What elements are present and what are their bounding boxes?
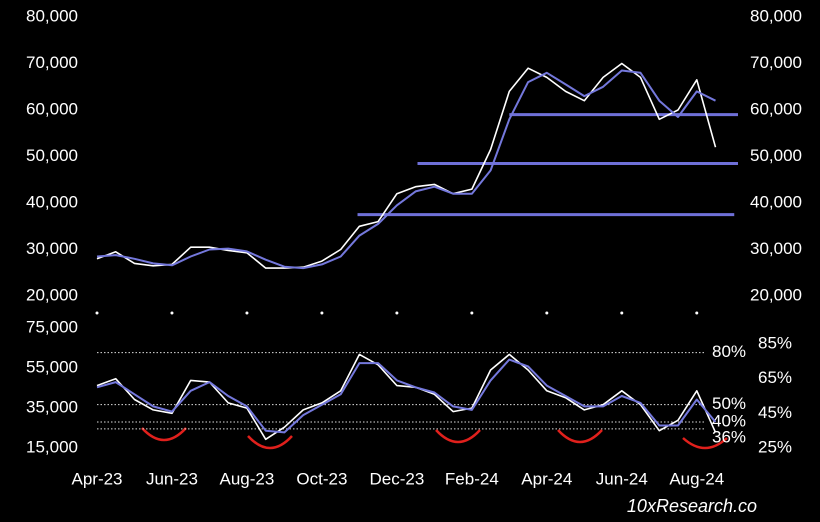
x-tick-mark bbox=[470, 311, 474, 315]
x-tick-label: Apr-24 bbox=[521, 469, 572, 488]
y-tick-label-right: 70,000 bbox=[750, 53, 802, 72]
x-tick-label: Dec-23 bbox=[369, 469, 424, 488]
arc bbox=[141, 427, 187, 442]
x-tick-label: Oct-23 bbox=[296, 469, 347, 488]
series-line bbox=[96, 358, 717, 434]
series-line bbox=[96, 69, 716, 270]
x-tick-mark bbox=[95, 311, 99, 315]
reference-label: 80% bbox=[712, 342, 746, 361]
y-tick-label: 40,000 bbox=[26, 192, 78, 211]
y-tick-label-right: 50,000 bbox=[750, 146, 802, 165]
x-tick-label: Aug-23 bbox=[220, 469, 275, 488]
x-tick-label: Feb-24 bbox=[445, 469, 499, 488]
x-tick-label: Jun-24 bbox=[596, 469, 648, 488]
y-tick-label: 75,000 bbox=[26, 317, 78, 336]
y2-tick-label: 65% bbox=[758, 368, 792, 387]
y-tick-label-right: 20,000 bbox=[750, 285, 802, 304]
y-tick-label: 30,000 bbox=[26, 239, 78, 258]
y-tick-label: 15,000 bbox=[26, 437, 78, 456]
y-tick-label: 55,000 bbox=[26, 357, 78, 376]
reference-label: 40% bbox=[712, 411, 746, 430]
y2-tick-label: 25% bbox=[758, 437, 792, 456]
y2-tick-label: 85% bbox=[758, 333, 792, 352]
y-tick-label: 50,000 bbox=[26, 146, 78, 165]
y2-tick-label: 45% bbox=[758, 403, 792, 422]
arc bbox=[557, 429, 603, 444]
reference-label: 36% bbox=[712, 427, 746, 446]
x-tick-mark bbox=[695, 311, 699, 315]
arc bbox=[247, 435, 293, 450]
y-tick-label: 60,000 bbox=[26, 99, 78, 118]
x-tick-label: Aug-24 bbox=[669, 469, 724, 488]
x-tick-mark bbox=[395, 311, 399, 315]
y-tick-label-right: 60,000 bbox=[750, 99, 802, 118]
series-line bbox=[96, 353, 717, 441]
x-tick-mark bbox=[320, 311, 324, 315]
reference-label: 50% bbox=[712, 394, 746, 413]
annotation-arcs bbox=[141, 427, 728, 450]
watermark: 10xResearch.co bbox=[627, 496, 757, 516]
x-tick-label: Jun-23 bbox=[146, 469, 198, 488]
y-tick-label-right: 80,000 bbox=[750, 6, 802, 25]
y-tick-label: 80,000 bbox=[26, 6, 78, 25]
x-tick-mark bbox=[245, 311, 249, 315]
x-tick-mark bbox=[545, 311, 549, 315]
series-line bbox=[96, 62, 717, 269]
arc bbox=[435, 429, 481, 444]
y-tick-label: 20,000 bbox=[26, 285, 78, 304]
y-tick-label-right: 40,000 bbox=[750, 192, 802, 211]
y-tick-label-right: 30,000 bbox=[750, 239, 802, 258]
x-tick-label: Apr-23 bbox=[71, 469, 122, 488]
x-tick-mark bbox=[170, 311, 174, 315]
y-tick-label: 70,000 bbox=[26, 53, 78, 72]
arc bbox=[682, 437, 728, 450]
x-tick-mark bbox=[620, 311, 624, 315]
y-tick-label: 35,000 bbox=[26, 397, 78, 416]
